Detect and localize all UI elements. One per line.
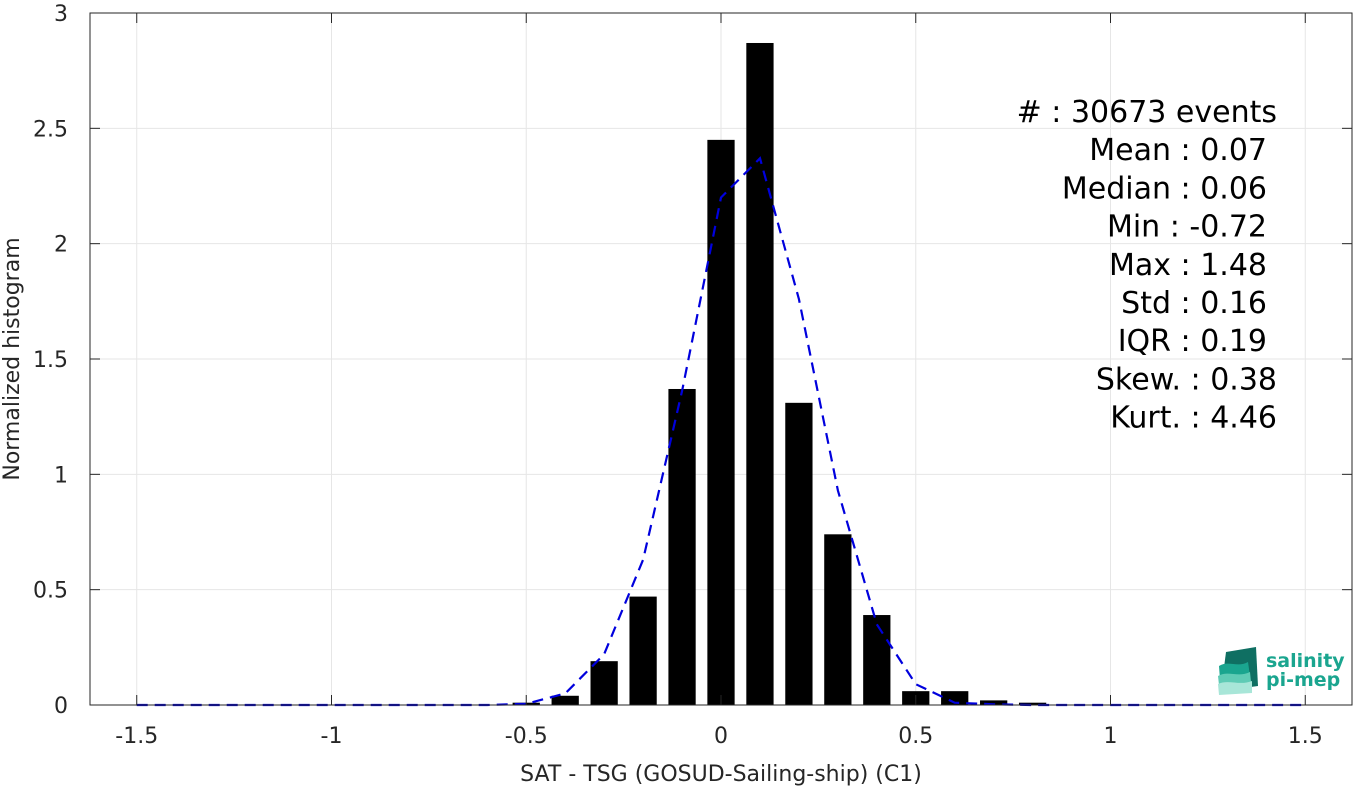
y-tick-label: 2 bbox=[54, 233, 68, 258]
x-tick-label: 1 bbox=[1104, 724, 1118, 749]
x-tick-label: 0 bbox=[714, 724, 728, 749]
stat-annotation: Min : -0.72 bbox=[1107, 210, 1267, 245]
histogram-bar bbox=[629, 596, 657, 705]
salinity-pi-mep-logo: salinity pi-mep bbox=[1218, 647, 1345, 695]
y-axis-title: Normalized histogram bbox=[0, 237, 25, 480]
histogram-bar bbox=[707, 139, 735, 705]
y-tick-label: 0 bbox=[54, 694, 68, 719]
histogram-bar bbox=[746, 42, 774, 705]
y-axis-ticks: 0 0.5 1 1.5 2 2.5 3 bbox=[33, 2, 1352, 719]
x-tick-label: 1.5 bbox=[1288, 724, 1323, 749]
logo-line-1: salinity bbox=[1266, 650, 1345, 672]
histogram-bar bbox=[980, 700, 1008, 705]
stat-annotation: Kurt. : 4.46 bbox=[1110, 401, 1277, 436]
logo-line-2: pi-mep bbox=[1266, 669, 1340, 691]
stat-annotation: Mean : 0.07 bbox=[1089, 133, 1267, 168]
x-tick-label: -0.5 bbox=[505, 724, 548, 749]
wave-logo-icon bbox=[1218, 647, 1258, 695]
histogram-bar bbox=[941, 691, 969, 705]
x-tick-label: -1.5 bbox=[115, 724, 158, 749]
stat-annotation: Max : 1.48 bbox=[1109, 248, 1267, 283]
histogram-bars bbox=[512, 42, 1047, 705]
histogram-bar bbox=[863, 615, 891, 705]
y-tick-label: 0.5 bbox=[33, 579, 68, 604]
y-tick-label: 1.5 bbox=[33, 348, 68, 373]
y-tick-label: 1 bbox=[54, 463, 68, 488]
x-tick-label: -1 bbox=[321, 724, 343, 749]
histogram-bar bbox=[668, 388, 696, 705]
stat-annotation: IQR : 0.19 bbox=[1118, 324, 1267, 359]
stat-annotation: # : 30673 events bbox=[1017, 95, 1277, 130]
stat-annotation: Skew. : 0.38 bbox=[1096, 362, 1277, 397]
y-tick-label: 3 bbox=[54, 2, 68, 27]
x-axis-title: SAT - TSG (GOSUD-Sailing-ship) (C1) bbox=[520, 762, 922, 787]
stat-annotation: Median : 0.06 bbox=[1062, 171, 1267, 206]
histogram-bar bbox=[1018, 702, 1047, 705]
histogram-bar bbox=[785, 402, 813, 705]
histogram-bar bbox=[824, 534, 852, 705]
histogram-bar bbox=[551, 695, 579, 705]
histogram-bar bbox=[590, 661, 618, 705]
stat-annotation: Std : 0.16 bbox=[1121, 286, 1267, 321]
x-tick-label: 0.5 bbox=[898, 724, 933, 749]
x-axis-ticks: -1.5 -1 -0.5 0 0.5 1 1.5 bbox=[115, 13, 1323, 749]
y-tick-label: 2.5 bbox=[33, 117, 68, 142]
